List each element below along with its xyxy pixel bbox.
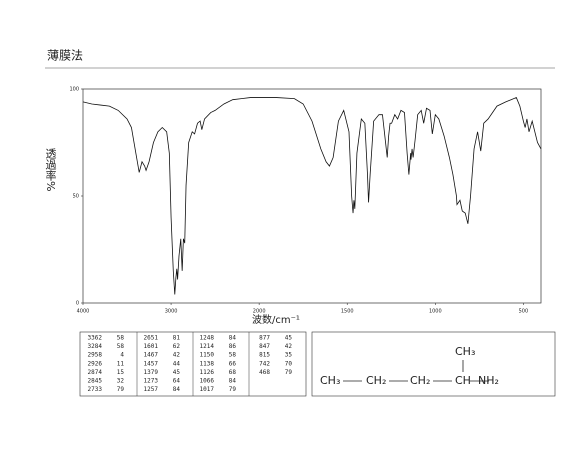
peak-wavenumber: 2651 [144,335,159,342]
structure-group: CH₂ [366,374,386,387]
peak-transmittance: 11 [117,360,125,367]
peak-wavenumber: 1150 [200,352,215,359]
peak-wavenumber: 742 [259,360,270,367]
peak-transmittance: 84 [229,378,237,385]
peak-wavenumber: 3284 [88,343,103,350]
peak-wavenumber: 2733 [88,386,103,393]
y-tick-label: 100 [69,87,79,93]
peak-transmittance: 44 [173,360,181,367]
peak-wavenumber: 468 [259,369,270,376]
structure-group: NH₂ [478,374,499,387]
header-title: 薄膜法 [47,48,83,63]
peak-transmittance: 70 [285,360,293,367]
peak-transmittance: 81 [173,335,181,342]
structure-group: CH₃ [320,374,340,387]
peak-wavenumber: 1257 [144,386,159,393]
peak-transmittance: 15 [117,369,125,376]
peak-transmittance: 86 [229,343,237,350]
peak-transmittance: 79 [229,386,237,393]
peak-transmittance: 79 [117,386,125,393]
peak-transmittance: 45 [285,335,293,342]
peak-wavenumber: 815 [259,352,270,359]
peak-wavenumber: 1601 [144,343,159,350]
peak-wavenumber: 2926 [88,360,103,367]
peak-wavenumber: 1017 [200,386,215,393]
peak-wavenumber: 1066 [200,378,215,385]
peak-transmittance: 35 [285,352,293,359]
peak-transmittance: 45 [173,369,181,376]
peak-transmittance: 62 [173,343,181,350]
x-tick-label: 1000 [429,309,442,315]
peak-wavenumber: 1138 [200,360,215,367]
structure-group: CH [455,374,471,387]
x-tick-label: 1500 [341,309,354,315]
peak-wavenumber: 1273 [144,378,159,385]
peak-transmittance: 32 [117,378,125,385]
x-tick-label: 4000 [77,309,90,315]
peak-transmittance: 58 [117,335,125,342]
peak-transmittance: 58 [117,343,125,350]
y-tick-label: 0 [76,301,79,307]
peak-transmittance: 42 [285,343,293,350]
peak-wavenumber: 3362 [88,335,103,342]
peak-transmittance: 42 [173,352,181,359]
peak-transmittance: 64 [173,378,181,385]
x-tick-label: 3000 [165,309,178,315]
peak-transmittance: 4 [120,352,124,359]
structure-branch: CH₃ [455,345,475,358]
y-tick-label: 50 [73,194,79,200]
peak-wavenumber: 1248 [200,335,215,342]
y-axis-label: 透過率% [44,148,57,192]
peak-wavenumber: 1379 [144,369,159,376]
x-axis-label: 波数/cm⁻¹ [252,313,300,326]
structure-group: CH₂ [410,374,430,387]
peak-wavenumber: 847 [259,343,270,350]
peak-transmittance: 84 [173,386,181,393]
x-tick-label: 2000 [253,309,266,315]
peak-wavenumber: 877 [259,335,270,342]
peak-wavenumber: 1126 [200,369,215,376]
peak-wavenumber: 1467 [144,352,159,359]
peak-wavenumber: 1214 [200,343,215,350]
structure-frame [311,331,556,397]
x-tick-label: 500 [519,309,529,315]
peak-transmittance: 66 [229,360,237,367]
peak-transmittance: 84 [229,335,237,342]
peak-transmittance: 58 [229,352,237,359]
peak-wavenumber: 2874 [88,369,103,376]
spectrum-line [82,97,542,295]
peak-wavenumber: 2958 [88,352,103,359]
peak-transmittance: 68 [229,369,237,376]
peak-wavenumber: 1457 [144,360,159,367]
peak-transmittance: 79 [285,369,293,376]
peak-wavenumber: 2845 [88,378,103,385]
